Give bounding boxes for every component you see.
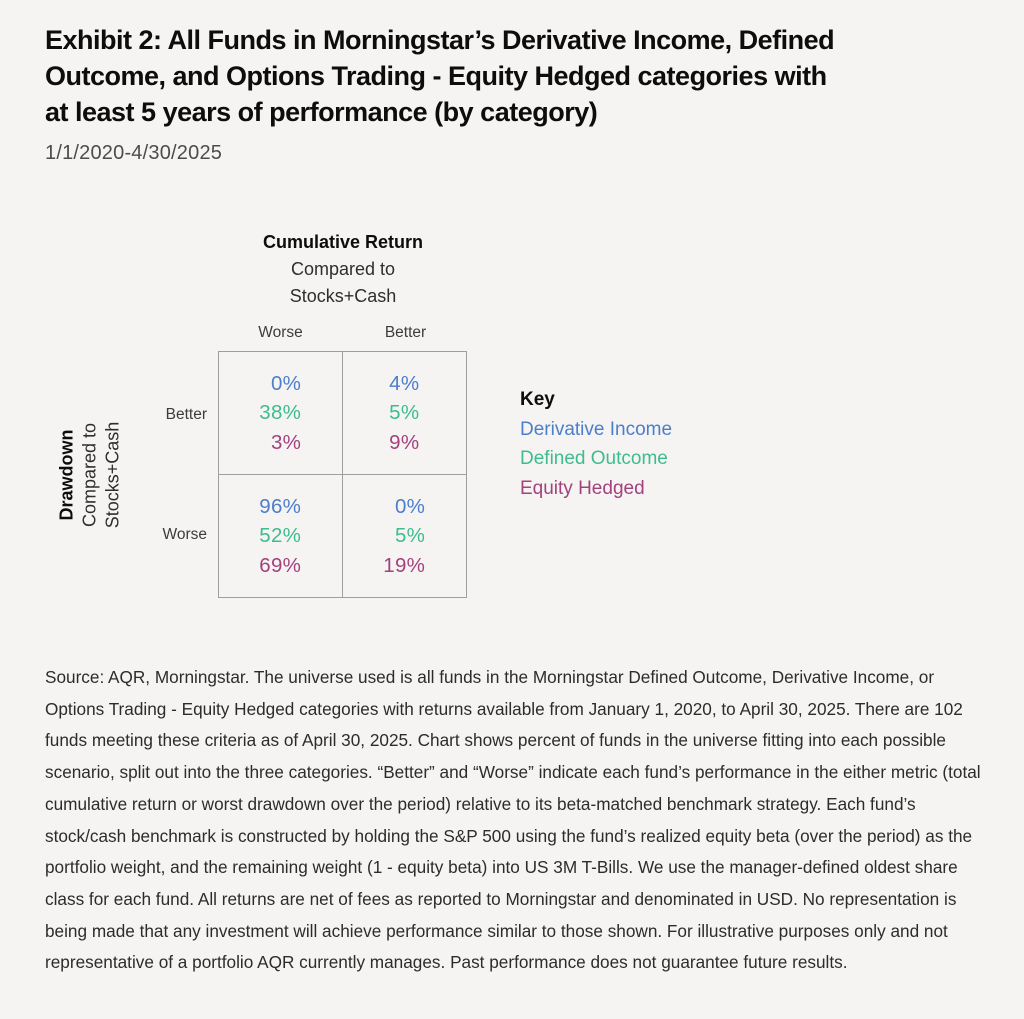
value-derivative-income: 96% [259, 494, 302, 518]
row-label-better: Better [165, 406, 207, 423]
cell-values: 0% 5% 19% [383, 492, 425, 581]
value-equity-hedged: 9% [389, 430, 420, 454]
value-derivative-income: 4% [389, 371, 420, 395]
y-axis-title-sub-2: Stocks+Cash [102, 421, 123, 529]
exhibit-title-line-3: at least 5 years of performance (by cate… [45, 97, 598, 127]
y-axis-title: Drawdown Compared to Stocks+Cash [56, 422, 125, 529]
x-axis-title-sub-1: Compared to [290, 259, 396, 279]
cell-values: 4% 5% 9% [389, 369, 419, 458]
legend-item-equity-hedged: Equity Hedged [520, 477, 645, 499]
source-note: Source: AQR, Morningstar. The universe u… [45, 667, 981, 973]
row-label-worse: Worse [162, 526, 207, 543]
value-defined-outcome: 5% [394, 524, 426, 547]
quadrant-grid: 0% 38% 3% 4% 5% 9% 96% 52% 69% [218, 351, 467, 598]
x-axis-title-sub-2: Stocks+Cash [289, 286, 397, 306]
y-axis-title-metric: Drawdown [56, 429, 77, 521]
cell-drawdown-better-return-better: 4% 5% 9% [342, 352, 466, 475]
cell-values: 96% 52% 69% [259, 492, 301, 581]
cell-drawdown-worse-return-worse: 96% 52% 69% [219, 474, 343, 597]
value-derivative-income: 0% [394, 494, 426, 518]
exhibit-title-line-2: Outcome, and Options Trading - Equity He… [45, 61, 827, 91]
exhibit-title-line-1: Exhibit 2: All Funds in Morningstar’s De… [45, 25, 835, 55]
cell-drawdown-better-return-worse: 0% 38% 3% [219, 352, 343, 475]
legend: Key Derivative Income Defined Outcome Eq… [520, 385, 672, 503]
value-equity-hedged: 3% [270, 430, 302, 454]
value-equity-hedged: 19% [383, 553, 426, 577]
legend-item-defined-outcome: Defined Outcome [520, 448, 668, 469]
quadrant-chart: Cumulative Return Compared to Stocks+Cas… [0, 225, 1024, 620]
date-range: 1/1/2020-4/30/2025 [45, 142, 223, 164]
column-label-better: Better [384, 324, 427, 341]
cell-drawdown-worse-return-better: 0% 5% 19% [343, 475, 467, 598]
legend-item-derivative-income: Derivative Income [520, 418, 673, 440]
value-derivative-income: 0% [270, 371, 302, 395]
exhibit-title: Exhibit 2: All Funds in Morningstar’s De… [45, 22, 995, 130]
value-defined-outcome: 5% [389, 401, 420, 424]
y-axis-title-sub-1: Compared to [79, 422, 100, 528]
value-defined-outcome: 38% [259, 401, 302, 424]
cell-values: 0% 38% 3% [259, 369, 301, 458]
value-defined-outcome: 52% [259, 524, 302, 547]
x-axis-title-metric: Cumulative Return [262, 232, 424, 252]
value-equity-hedged: 69% [259, 553, 302, 577]
x-axis-title: Cumulative Return Compared to Stocks+Cas… [193, 229, 493, 310]
legend-title: Key [520, 389, 555, 410]
column-label-worse: Worse [258, 324, 303, 341]
